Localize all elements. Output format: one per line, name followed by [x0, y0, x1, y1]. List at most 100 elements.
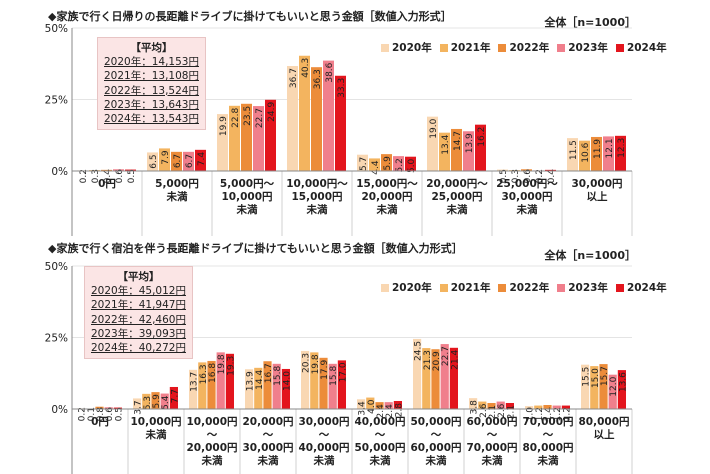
bar	[545, 169, 556, 171]
data-label: 2.8	[394, 403, 404, 418]
legend-swatch	[615, 283, 624, 292]
category-label: 50,000円	[354, 442, 405, 454]
bar	[287, 66, 298, 171]
bar	[525, 406, 534, 409]
bar	[590, 366, 599, 409]
data-label: 15.8	[329, 366, 339, 386]
data-label: 19.0	[429, 118, 439, 138]
data-label: 0.2	[79, 169, 89, 183]
data-label: 0.5	[499, 169, 509, 183]
data-label: 17.0	[338, 362, 348, 382]
data-label: 0.5	[114, 407, 124, 421]
data-label: 15.0	[591, 368, 601, 388]
bar	[505, 402, 514, 409]
legend-label: 2021年	[450, 42, 491, 54]
chart-overnight: ◆家族で行く宿泊を伴う長距離ドライブに掛けてもいいと思う金額［数値入力形式］ 全…	[0, 236, 710, 474]
data-label: 0.2	[78, 407, 88, 421]
average-box: 【平均】 2020年：45,012円 2021年：41,947円 2022年：4…	[84, 266, 193, 360]
legend-swatch	[381, 43, 389, 52]
bar	[599, 364, 608, 409]
legend-label: 2024年	[626, 282, 667, 294]
bar	[319, 357, 328, 409]
data-label: 2.4	[376, 404, 386, 419]
category-label: 未満	[369, 454, 391, 467]
average-line: 2023年：39,093円	[91, 327, 186, 340]
category-label: ～	[207, 429, 218, 441]
average-line: 2024年：13,543円	[104, 113, 199, 126]
category-label: 未満	[306, 203, 328, 216]
average-line: 2022年：13,524円	[104, 84, 199, 97]
legend-item: 2022年	[498, 40, 549, 55]
data-label: 1.2	[562, 407, 572, 421]
data-label: 20.9	[432, 351, 442, 371]
data-label: 5.9	[383, 156, 393, 171]
category-label: ～	[487, 429, 498, 441]
data-label: 40.3	[301, 58, 311, 78]
average-line: 2020年：14,153円	[104, 56, 199, 69]
legend-label: 2022年	[509, 42, 550, 54]
category-label: 0円	[98, 178, 116, 190]
bar	[487, 402, 496, 409]
data-label: 1.0	[526, 407, 536, 422]
data-label: 3.7	[134, 400, 144, 414]
bar	[113, 169, 124, 171]
data-label: 0.5	[127, 169, 137, 183]
data-label: 24.5	[414, 341, 424, 361]
data-label: 4.4	[371, 160, 381, 175]
bar	[337, 360, 346, 409]
data-label: 11.5	[569, 140, 579, 160]
category-label: 70,000円	[466, 442, 517, 454]
data-label: 0.3	[91, 169, 101, 183]
bar	[147, 152, 158, 171]
legend-item: 2024年	[615, 40, 667, 55]
legend-item: 2024年	[615, 280, 667, 295]
average-title: 【平均】	[130, 42, 173, 54]
category-label: 10,000円	[186, 416, 237, 428]
category-label: 5,000円	[155, 178, 199, 190]
category-label: 以上	[594, 428, 615, 441]
data-label: 3.4	[358, 401, 368, 416]
category-label: 5,000円～	[220, 178, 275, 190]
data-label: 0.2	[535, 169, 545, 183]
data-label: 0.4	[547, 169, 557, 184]
legend-swatch	[439, 43, 448, 52]
data-label: 15.7	[600, 366, 610, 386]
category-label: 20,000円	[186, 442, 237, 454]
category-label: 未満	[516, 203, 538, 216]
bar	[393, 400, 402, 409]
legend-swatch	[381, 283, 389, 292]
data-label: 22.8	[231, 108, 241, 128]
average-line: 2021年：13,108円	[104, 70, 199, 83]
category-label: 60,000円	[466, 416, 517, 428]
data-label: 13.7	[190, 372, 200, 392]
bar	[195, 149, 206, 171]
bar	[381, 154, 392, 171]
data-label: 19.8	[311, 354, 321, 374]
bar	[225, 353, 234, 409]
category-label: 30,000円	[242, 442, 293, 454]
bar	[561, 405, 570, 409]
category-label: 10,000円	[130, 416, 181, 428]
data-label: 5.9	[152, 394, 162, 409]
data-label: 12.0	[609, 376, 619, 396]
bar	[171, 151, 182, 171]
category-label: 30,000円	[501, 191, 552, 203]
category-label: 80,000円	[578, 416, 629, 428]
legend-item: 2021年	[439, 280, 490, 295]
data-label: 0.6	[105, 407, 115, 422]
bar	[281, 368, 290, 409]
category-label: 40,000円	[298, 442, 349, 454]
bar	[125, 169, 136, 171]
bar	[579, 140, 590, 171]
bar	[328, 363, 337, 409]
bar	[254, 367, 263, 409]
category-label: 未満	[201, 454, 223, 467]
bar	[366, 397, 375, 409]
average-line: 2024年：40,272円	[91, 342, 186, 355]
legend-item: 2022年	[498, 280, 549, 295]
y-tick-label: 25%	[45, 95, 68, 107]
data-label: 7.7	[170, 389, 180, 403]
data-label: 2.1	[488, 405, 498, 419]
data-label: 19.3	[226, 356, 236, 376]
